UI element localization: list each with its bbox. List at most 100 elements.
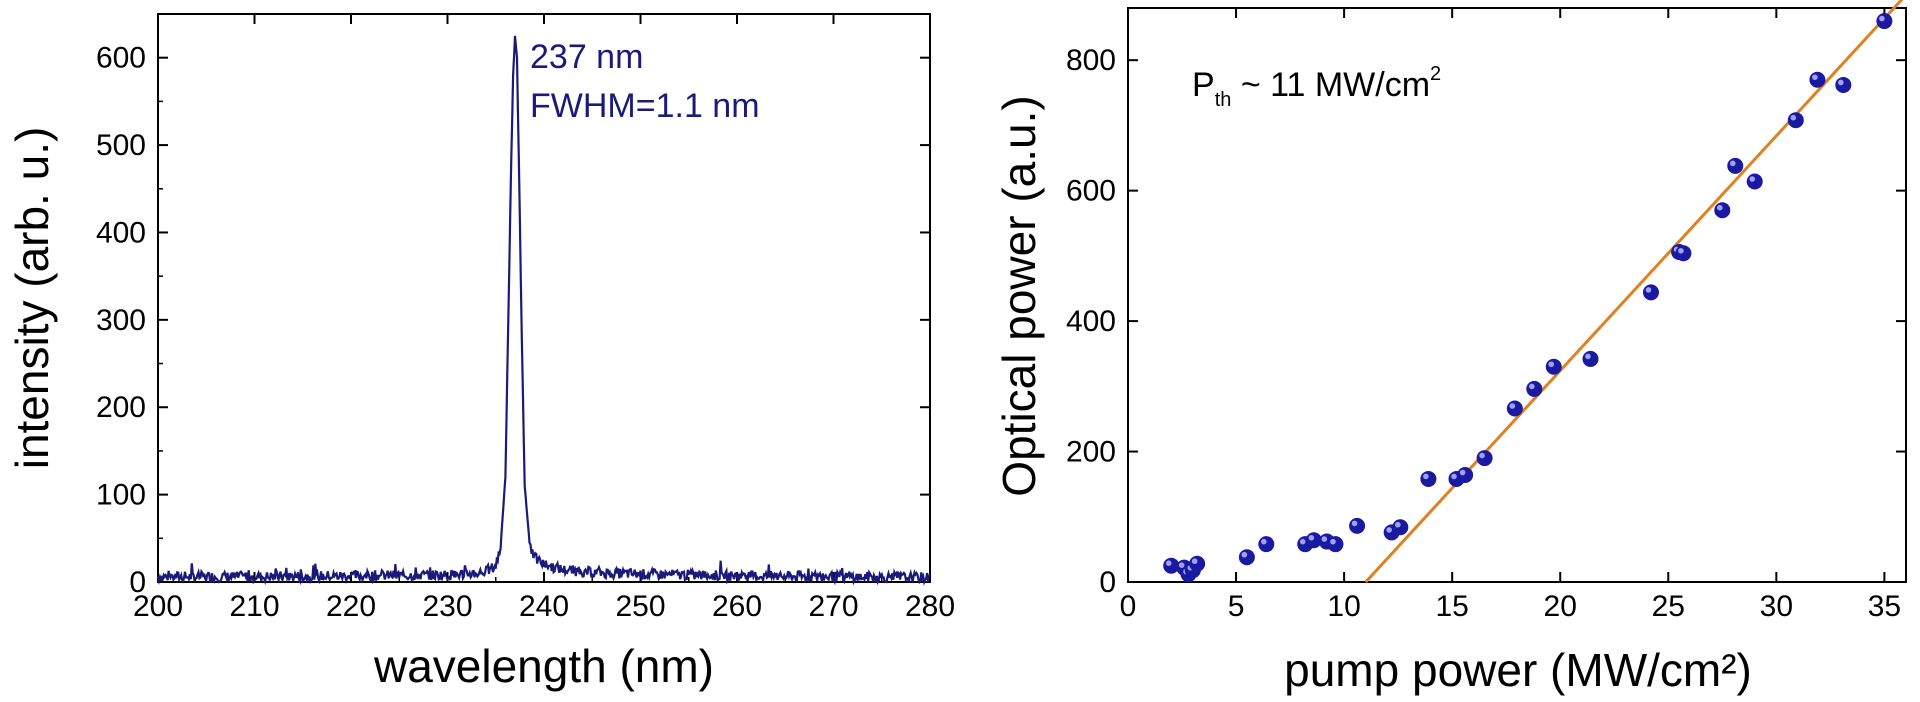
data-point-highlight xyxy=(1459,469,1466,476)
threshold-subscript: th xyxy=(1215,89,1232,111)
left-y-tick-label: 600 xyxy=(96,42,146,75)
pump-power-chart: 0 5 10 15 20 25 30 35 0 200 400 600 800 Pth ~ 11 MW… xyxy=(993,0,1907,696)
right-y-tick-label: 400 xyxy=(1066,305,1116,338)
data-point-highlight xyxy=(1879,15,1885,22)
data-point xyxy=(1746,173,1763,190)
threshold-value: ~ 11 MW/cm xyxy=(1231,66,1430,104)
data-point xyxy=(1809,71,1826,88)
left-x-tick-label: 270 xyxy=(808,590,858,623)
spectrum-chart: 200 210 220 230 240 250 260 270 280 0 100 200 300 40… xyxy=(6,13,955,692)
left-y-tick-label: 500 xyxy=(96,129,146,162)
right-y-tick-label: 800 xyxy=(1066,44,1116,77)
data-point xyxy=(1526,380,1543,397)
spectrum-line xyxy=(156,35,931,586)
data-points xyxy=(1163,13,1893,583)
right-x-tick-label: 20 xyxy=(1544,590,1577,623)
data-point-highlight xyxy=(1299,538,1306,545)
data-point-highlight xyxy=(1395,521,1401,528)
left-x-ticks: 200 210 220 230 240 250 260 270 280 xyxy=(133,14,955,623)
data-point-highlight xyxy=(1479,452,1485,459)
data-point-highlight xyxy=(1178,562,1185,568)
data-point xyxy=(1714,202,1731,219)
peak-annotation: 237 nm xyxy=(530,38,643,76)
data-point-highlight xyxy=(1351,520,1358,527)
right-x-axis-title: pump power (MW/cm²) xyxy=(1284,644,1752,696)
left-x-tick-label: 280 xyxy=(905,590,955,623)
data-point-highlight xyxy=(1838,79,1844,86)
data-point xyxy=(1189,555,1206,572)
data-point-highlight xyxy=(1790,114,1797,121)
right-y-tick-label: 0 xyxy=(1099,566,1116,599)
left-y-tick-label: 100 xyxy=(96,479,146,512)
left-x-axis-title: wavelength (nm) xyxy=(373,640,714,692)
threshold-superscript: 2 xyxy=(1430,63,1441,85)
right-y-axis-title: Optical power (a.u.) xyxy=(993,95,1045,496)
data-point-highlight xyxy=(1645,287,1652,293)
left-x-tick-label: 210 xyxy=(229,590,279,623)
data-point-highlight xyxy=(1717,204,1723,211)
right-x-tick-label: 25 xyxy=(1652,590,1685,623)
data-point-highlight xyxy=(1678,247,1684,254)
data-point xyxy=(1238,549,1255,566)
left-x-tick-label: 230 xyxy=(422,590,472,623)
data-point-highlight xyxy=(1386,527,1392,533)
data-point xyxy=(1327,536,1344,553)
left-y-tick-label: 300 xyxy=(96,304,146,337)
left-y-tick-label: 0 xyxy=(129,566,146,599)
right-x-tick-label: 10 xyxy=(1327,590,1360,623)
data-point xyxy=(1727,157,1744,174)
data-point-highlight xyxy=(1749,176,1756,182)
data-point-highlight xyxy=(1548,361,1555,368)
data-point xyxy=(1642,284,1659,301)
right-x-tick-label: 5 xyxy=(1228,590,1245,623)
data-point-highlight xyxy=(1165,560,1172,566)
data-point-highlight xyxy=(1308,534,1315,541)
right-x-tick-label: 15 xyxy=(1435,590,1468,623)
data-point-highlight xyxy=(1729,160,1736,167)
data-point xyxy=(1787,112,1804,129)
left-y-tick-label: 400 xyxy=(96,216,146,249)
left-x-tick-label: 250 xyxy=(615,590,665,623)
data-point-highlight xyxy=(1321,536,1328,542)
left-y-tick-label: 200 xyxy=(96,391,146,424)
data-point-highlight xyxy=(1812,74,1818,81)
right-x-ticks: 0 5 10 15 20 25 30 35 xyxy=(1120,8,1901,623)
data-point xyxy=(1258,536,1275,553)
right-plot-frame xyxy=(1127,7,1907,583)
data-point xyxy=(1582,350,1599,367)
right-y-tick-label: 600 xyxy=(1066,175,1116,208)
data-point xyxy=(1476,450,1493,467)
left-x-tick-label: 200 xyxy=(133,590,183,623)
data-point-highlight xyxy=(1191,558,1198,565)
right-y-ticks: 0 200 400 600 800 xyxy=(1066,44,1906,599)
data-point-highlight xyxy=(1451,473,1457,480)
data-point xyxy=(1675,245,1692,262)
data-point xyxy=(1420,470,1437,487)
data-point-highlight xyxy=(1528,383,1535,390)
data-point xyxy=(1349,517,1366,534)
threshold-annotation: Pth ~ 11 MW/cm2 xyxy=(1192,63,1441,111)
data-point xyxy=(1392,519,1409,536)
data-point-highlight xyxy=(1423,473,1429,480)
right-x-tick-label: 0 xyxy=(1120,590,1137,623)
left-y-axis-title: intensity (arb. u.) xyxy=(6,127,58,470)
left-x-tick-label: 260 xyxy=(712,590,762,623)
left-x-tick-label: 240 xyxy=(519,590,569,623)
fwhm-annotation: FWHM=1.1 nm xyxy=(530,87,760,125)
data-point-highlight xyxy=(1241,551,1248,558)
left-x-tick-label: 220 xyxy=(326,590,376,623)
linear-fit-line xyxy=(1364,0,1904,584)
left-y-ticks: 0 100 200 300 400 500 600 xyxy=(96,42,930,599)
data-point xyxy=(1876,13,1893,30)
right-x-tick-label: 30 xyxy=(1760,590,1793,623)
data-point-highlight xyxy=(1330,538,1336,545)
data-point xyxy=(1457,467,1474,484)
data-point xyxy=(1506,400,1523,417)
data-point xyxy=(1835,76,1852,93)
right-y-tick-label: 200 xyxy=(1066,436,1116,469)
data-point-highlight xyxy=(1261,538,1267,545)
threshold-symbol: P xyxy=(1192,66,1215,104)
data-point xyxy=(1545,358,1562,375)
right-x-tick-label: 35 xyxy=(1868,590,1901,623)
